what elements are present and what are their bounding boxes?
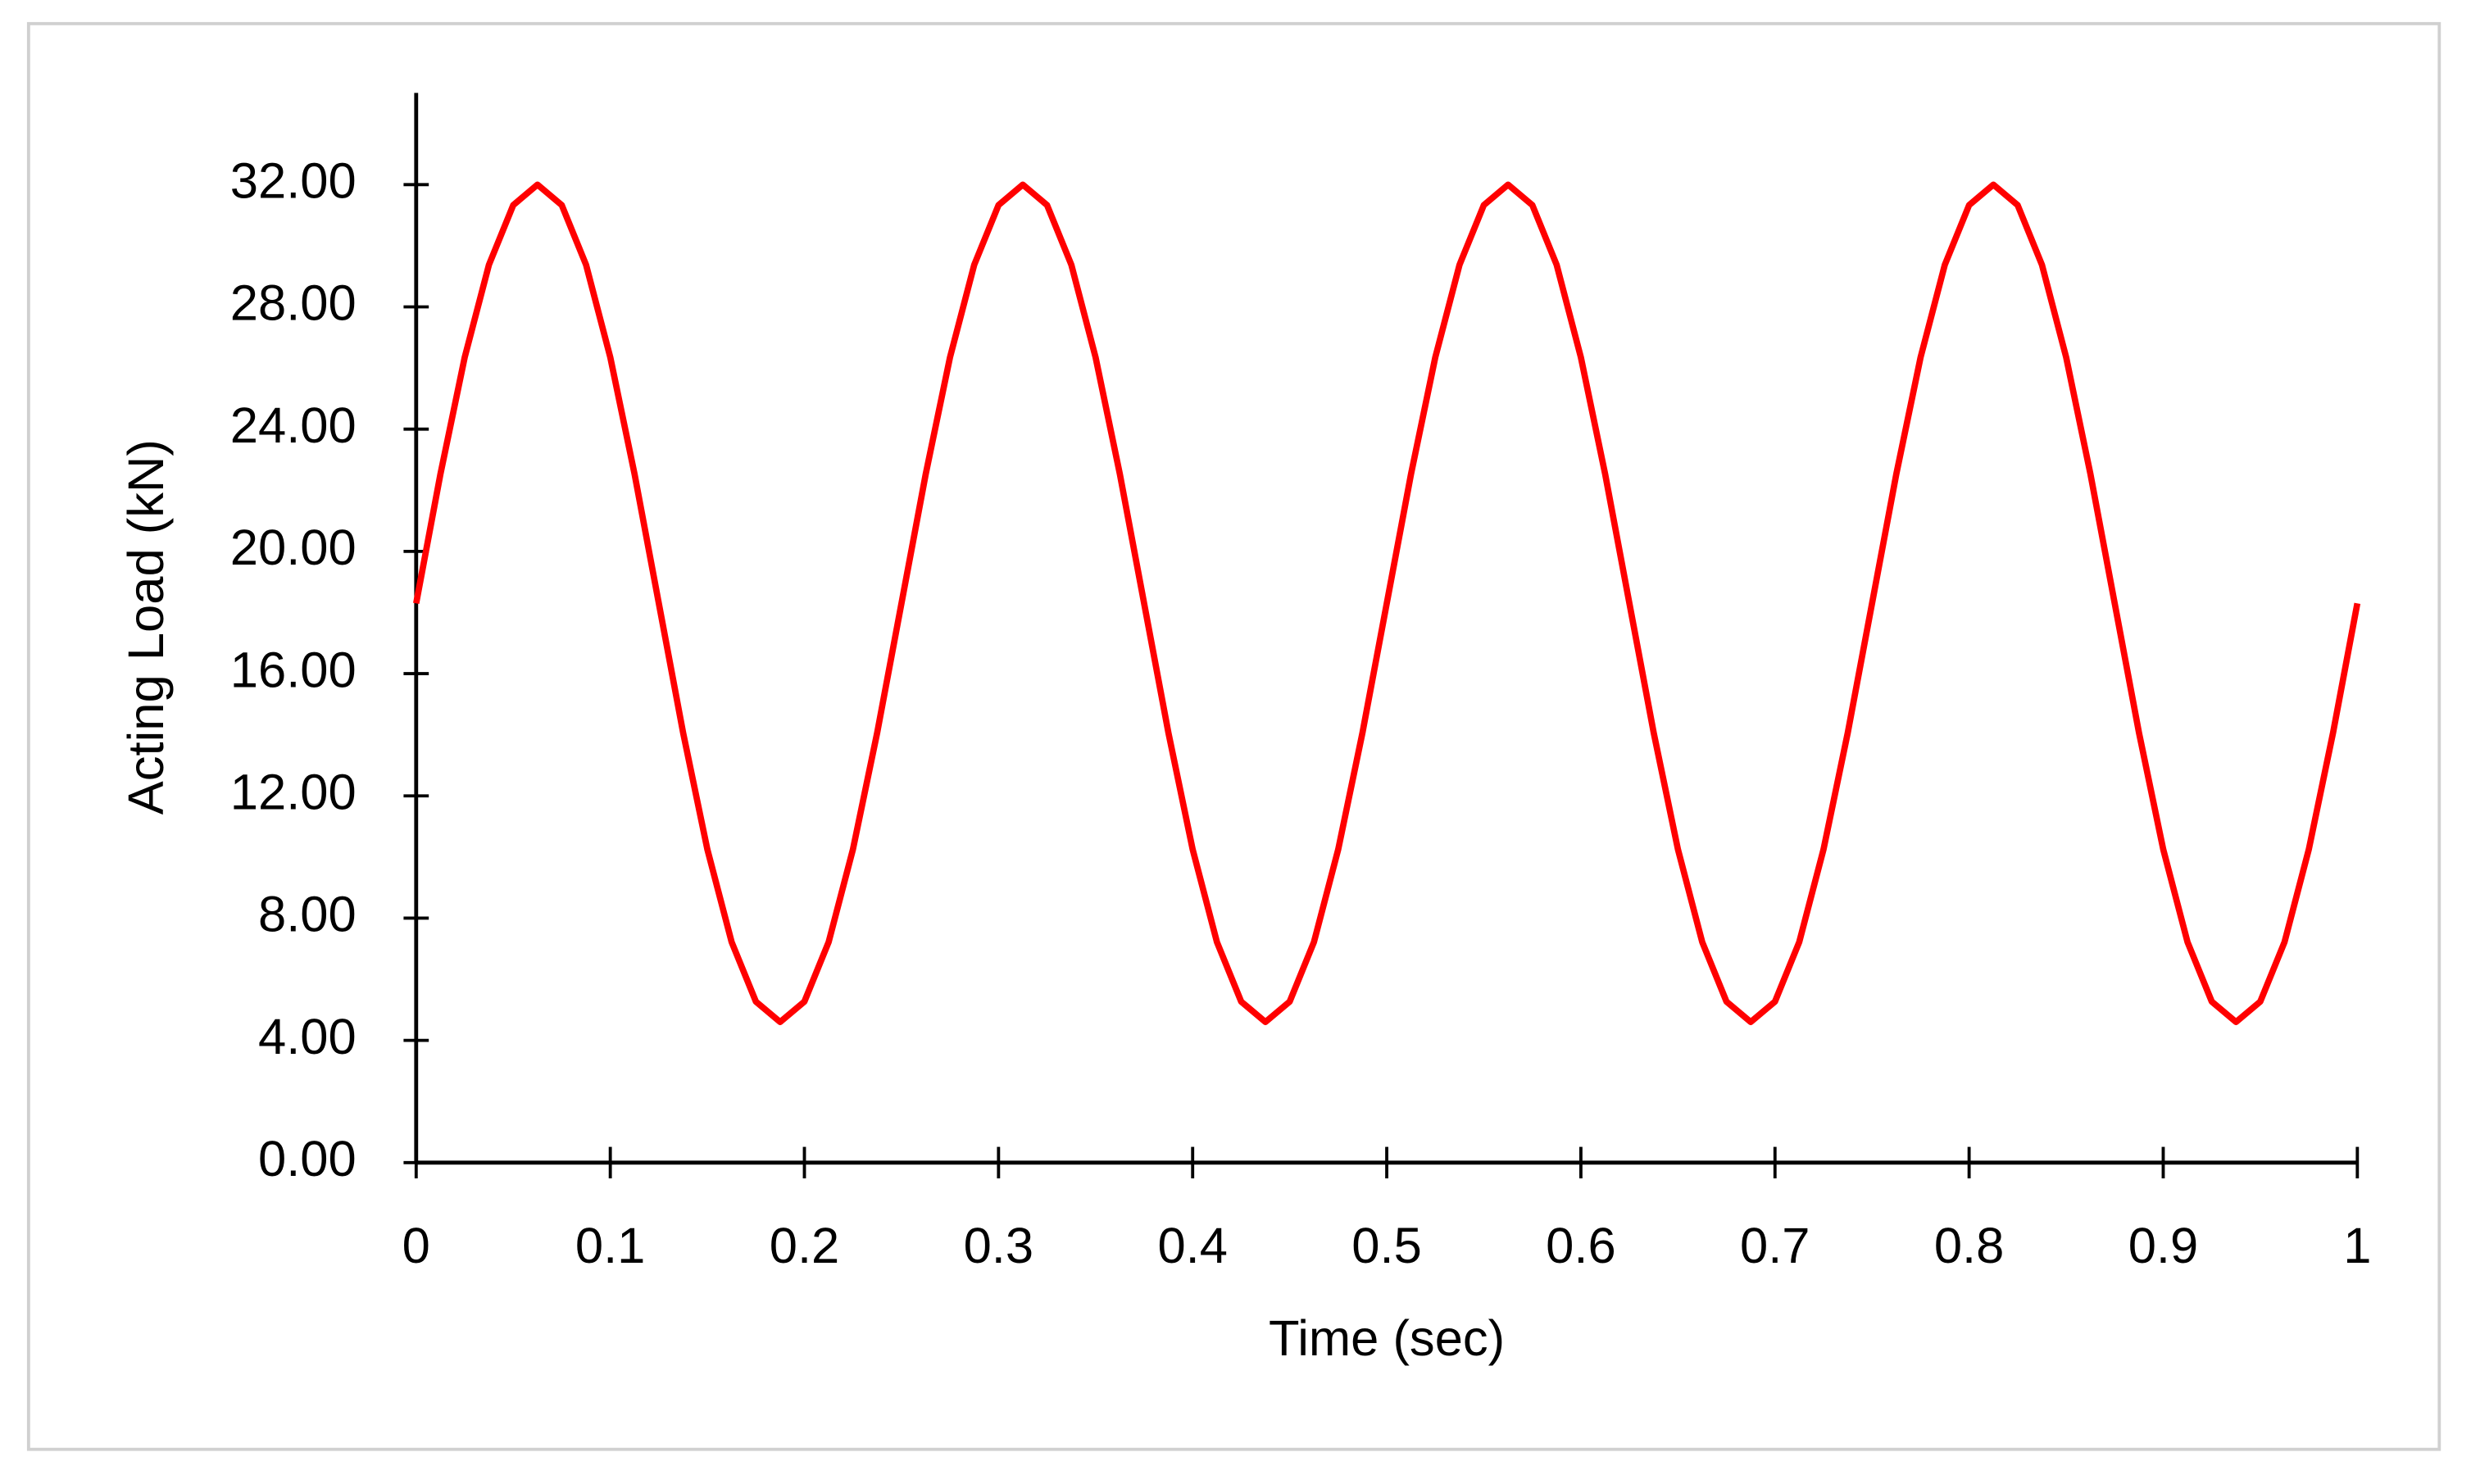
x-tick-label: 0.5 <box>1351 1218 1422 1274</box>
x-tick-label: 0.6 <box>1546 1218 1616 1274</box>
y-tick-label: 16.00 <box>230 642 357 698</box>
x-tick-label: 1 <box>2343 1218 2371 1274</box>
y-tick-label: 0.00 <box>258 1131 357 1187</box>
y-tick-label: 4.00 <box>258 1009 357 1065</box>
x-axis-label: Time (sec) <box>1269 1310 1505 1367</box>
y-tick-label: 12.00 <box>230 764 357 820</box>
x-tick-label: 0 <box>402 1218 430 1274</box>
y-tick-label: 20.00 <box>230 520 357 576</box>
x-tick-label: 0.1 <box>575 1218 646 1274</box>
y-tick-label: 28.00 <box>230 275 357 332</box>
y-axis-label: Acting Load (kN) <box>118 439 175 815</box>
x-tick-label: 0.9 <box>2128 1218 2199 1274</box>
x-tick-label: 0.2 <box>770 1218 840 1274</box>
x-tick-label: 0.7 <box>1740 1218 1810 1274</box>
x-tick-label: 0.3 <box>964 1218 1034 1274</box>
line-series <box>413 181 2361 1026</box>
x-tick-label: 0.8 <box>1934 1218 2005 1274</box>
y-tick-label: 8.00 <box>258 887 357 943</box>
y-tick-label: 32.00 <box>230 153 357 210</box>
frame <box>26 21 2441 1451</box>
x-tick-label: 0.4 <box>1157 1218 1228 1274</box>
y-tick-label: 24.00 <box>230 397 357 454</box>
